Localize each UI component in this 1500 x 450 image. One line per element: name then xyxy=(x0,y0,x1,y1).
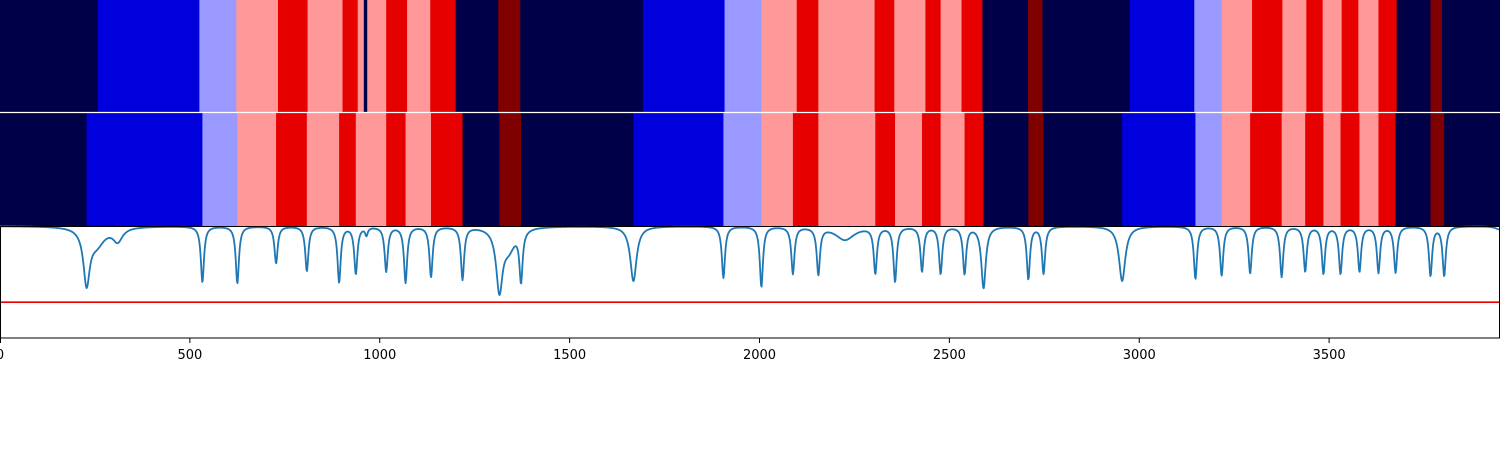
track-2-segment-30 xyxy=(1250,113,1283,226)
line-panel-background xyxy=(0,226,1500,338)
track-2-segment-5 xyxy=(306,113,340,226)
track-1-segment-41 xyxy=(1441,0,1500,112)
track-1-segment-38 xyxy=(1378,0,1398,112)
track-2-segment-16 xyxy=(761,113,794,226)
track-2-segment-31 xyxy=(1281,113,1306,226)
track-2-segment-19 xyxy=(875,113,896,226)
signal-series-line xyxy=(0,225,1500,297)
track-2-segment-1 xyxy=(86,113,203,226)
track-2-segment-11 xyxy=(462,113,500,226)
track-1-segment-0 xyxy=(0,0,99,112)
track-1-segment-14 xyxy=(498,0,521,112)
track-1-segment-36 xyxy=(1341,0,1359,112)
track-2-segment-6 xyxy=(339,113,357,226)
track-1-segment-9 xyxy=(367,0,387,112)
track-1-segment-8 xyxy=(363,0,368,112)
x-tick-label-1: 500 xyxy=(177,348,202,363)
track-2-segment-3 xyxy=(237,113,277,226)
track-1-segment-19 xyxy=(796,0,819,112)
track-1 xyxy=(0,0,1500,112)
track-2-segment-33 xyxy=(1323,113,1342,226)
track-1-segment-24 xyxy=(940,0,963,112)
track-1-segment-27 xyxy=(1027,0,1043,112)
x-tick-label-5: 2500 xyxy=(933,348,966,363)
x-tick-label-4: 2000 xyxy=(743,348,776,363)
track-2-segment-10 xyxy=(431,113,464,226)
track-1-segment-10 xyxy=(386,0,408,112)
track-1-segment-11 xyxy=(407,0,431,112)
track-1-segment-18 xyxy=(761,0,798,112)
track-1-segment-33 xyxy=(1282,0,1307,112)
x-tick-label-2: 1000 xyxy=(363,348,396,363)
track-1-segment-25 xyxy=(961,0,984,112)
track-2-segment-21 xyxy=(922,113,942,226)
track-1-segment-4 xyxy=(277,0,309,112)
track-1-segment-21 xyxy=(874,0,895,112)
track-2-segment-13 xyxy=(521,113,635,226)
track-2-segment-4 xyxy=(276,113,308,226)
track-2-segment-12 xyxy=(499,113,522,226)
track-1-segment-29 xyxy=(1129,0,1195,112)
track-1-segment-30 xyxy=(1194,0,1223,112)
track-2-segment-25 xyxy=(1028,113,1045,226)
track-1-segment-32 xyxy=(1252,0,1284,112)
x-tick-label-3: 1500 xyxy=(553,348,586,363)
track-1-segment-37 xyxy=(1358,0,1380,112)
track-1-segment-17 xyxy=(724,0,762,112)
track-2-segment-15 xyxy=(723,113,762,226)
track-2-segment-26 xyxy=(1043,113,1123,226)
track-1-segment-15 xyxy=(520,0,644,112)
track-1-segment-34 xyxy=(1306,0,1324,112)
track-2-segment-0 xyxy=(0,113,88,226)
track-2-segment-2 xyxy=(202,113,238,226)
track-1-segment-22 xyxy=(894,0,927,112)
x-tick-label-7: 3500 xyxy=(1313,348,1346,363)
x-tick-label-0: 0 xyxy=(0,348,4,363)
track-1-segment-39 xyxy=(1396,0,1432,112)
track-1-segment-6 xyxy=(342,0,359,112)
track-2-segment-23 xyxy=(964,113,985,226)
track-1-segment-28 xyxy=(1042,0,1131,112)
track-1-segment-7 xyxy=(357,0,365,112)
track-2-segment-9 xyxy=(405,113,432,226)
track-2-segment-18 xyxy=(818,113,876,226)
track-2-segment-22 xyxy=(940,113,966,226)
track-1-segment-23 xyxy=(925,0,942,112)
track-2-segment-35 xyxy=(1359,113,1380,226)
track-1-segment-5 xyxy=(307,0,344,112)
track-2-segment-36 xyxy=(1378,113,1397,226)
track-2-segment-24 xyxy=(983,113,1029,226)
x-axis: 0 500 1000 1500 2000 2500 3000 3500 xyxy=(0,338,1346,363)
x-tick-label-6: 3000 xyxy=(1123,348,1156,363)
track-2-segment-39 xyxy=(1444,113,1500,226)
track-2-segment-14 xyxy=(633,113,725,226)
track-2-segment-8 xyxy=(386,113,407,226)
track-1-segment-40 xyxy=(1430,0,1443,112)
track-1-segment-16 xyxy=(642,0,726,112)
track-1-segment-35 xyxy=(1322,0,1343,112)
track-2-segment-28 xyxy=(1195,113,1223,226)
track-1-segment-13 xyxy=(455,0,499,112)
track-2-segment-20 xyxy=(895,113,923,226)
track-2-segment-29 xyxy=(1221,113,1251,226)
track-1-segment-2 xyxy=(199,0,237,112)
segment-tracks xyxy=(0,0,1500,226)
track-2-segment-27 xyxy=(1122,113,1197,226)
track-2-segment-7 xyxy=(355,113,387,226)
track-1-segment-20 xyxy=(818,0,876,112)
track-1-segment-3 xyxy=(236,0,279,112)
track-2 xyxy=(0,113,1500,226)
line-panel xyxy=(0,225,1500,338)
track-2-segment-17 xyxy=(792,113,819,226)
track-1-segment-26 xyxy=(982,0,1029,112)
track-2-segment-34 xyxy=(1340,113,1361,226)
track-1-segment-12 xyxy=(430,0,457,112)
track-1-segment-31 xyxy=(1221,0,1253,112)
track-2-segment-38 xyxy=(1430,113,1445,226)
track-2-segment-32 xyxy=(1305,113,1325,226)
track-1-segment-1 xyxy=(97,0,200,112)
track-2-segment-37 xyxy=(1395,113,1432,226)
